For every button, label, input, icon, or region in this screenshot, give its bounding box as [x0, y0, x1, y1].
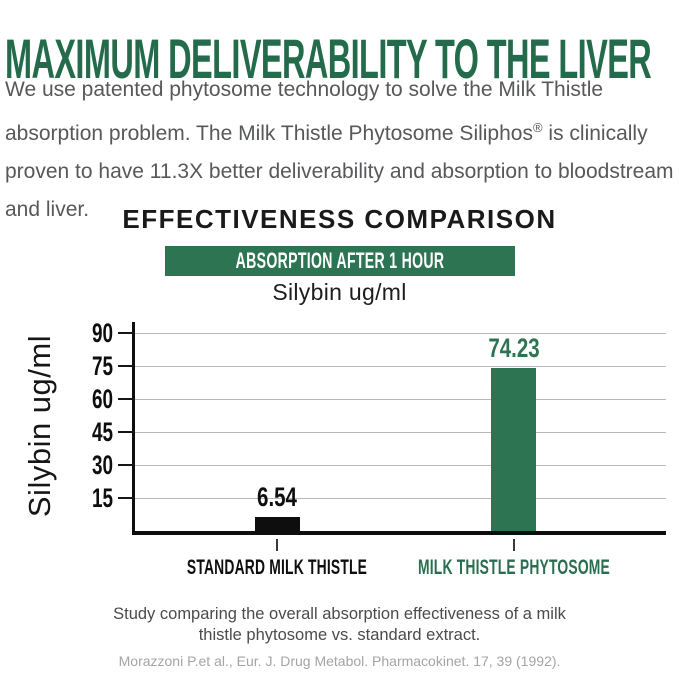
bar-standard-milk-thistle [254, 516, 300, 531]
intro-paragraph: We use patented phytosome technology to … [5, 71, 677, 229]
y-tick-label-text: 15 [91, 483, 113, 513]
study-caption: Study comparing the overall absorption e… [113, 605, 566, 644]
x-axis-tick-standard-milk-thistle [276, 539, 279, 551]
y-tick-label-60: 60 [55, 385, 113, 413]
bar-value-label-milk-thistle-phytosome: 74.23 [487, 332, 540, 363]
y-tick-label-45: 45 [55, 418, 113, 446]
y-axis-title: Silybin ug/ml [22, 334, 57, 518]
citation-reference: Morazzoni P.et al., Eur. J. Drug Metabol… [118, 653, 561, 669]
y-tick-label-text: 90 [91, 318, 113, 348]
bar-milk-thistle-phytosome [491, 367, 537, 531]
y-axis-tick-30 [118, 464, 135, 466]
x-category-label-milk-thistle-phytosome: MILK THISTLE PHYTOSOME [417, 556, 610, 579]
bar-chart-plot-area: 15 30 45 60 75 90 6.54 STANDARD MILK THISTLE 74.… [92, 319, 666, 579]
gridline-45 [135, 431, 666, 433]
y-tick-label-75: 75 [55, 352, 113, 380]
gridline-75 [135, 365, 666, 367]
bar-value-label-standard-milk-thistle: 6.54 [257, 481, 298, 512]
y-tick-label-text: 45 [91, 417, 113, 447]
gridline-30 [135, 464, 666, 466]
y-tick-label-text: 60 [91, 384, 113, 414]
y-axis-tick-75 [118, 365, 135, 367]
y-axis-tick-90 [118, 332, 135, 334]
y-axis-tick-15 [118, 497, 135, 499]
absorption-badge: ABSORPTION AFTER 1 HOUR [164, 246, 515, 276]
chart-units-title: Silybin ug/ml [272, 279, 407, 305]
y-tick-label-text: 75 [91, 351, 113, 381]
page-title-text: MAXIMUM DELIVERABILITY TO THE LIVER [5, 26, 652, 90]
intro-text: We use patented phytosome technology to … [5, 78, 604, 145]
y-tick-label-90: 90 [55, 319, 113, 347]
y-axis-tick-60 [118, 398, 135, 400]
gridline-15 [135, 497, 666, 499]
comparison-title: EFFECTIVENESS COMPARISON [122, 204, 557, 234]
y-tick-label-text: 30 [91, 450, 113, 480]
x-axis-tick-milk-thistle-phytosome [512, 539, 515, 551]
gridline-60 [135, 398, 666, 400]
y-tick-label-30: 30 [55, 451, 113, 479]
y-tick-label-15: 15 [55, 484, 113, 512]
gridline-90 [135, 332, 666, 334]
page-title: MAXIMUM DELIVERABILITY TO THE LIVER [5, 26, 679, 90]
y-axis-tick-45 [118, 431, 135, 433]
absorption-badge-label: ABSORPTION AFTER 1 HOUR [235, 248, 444, 273]
x-category-label-standard-milk-thistle: STANDARD MILK THISTLE [187, 556, 368, 579]
intro-text-continued: is clinically proven to have 11.3X bette… [5, 122, 674, 221]
registered-trademark-symbol: ® [532, 120, 543, 135]
